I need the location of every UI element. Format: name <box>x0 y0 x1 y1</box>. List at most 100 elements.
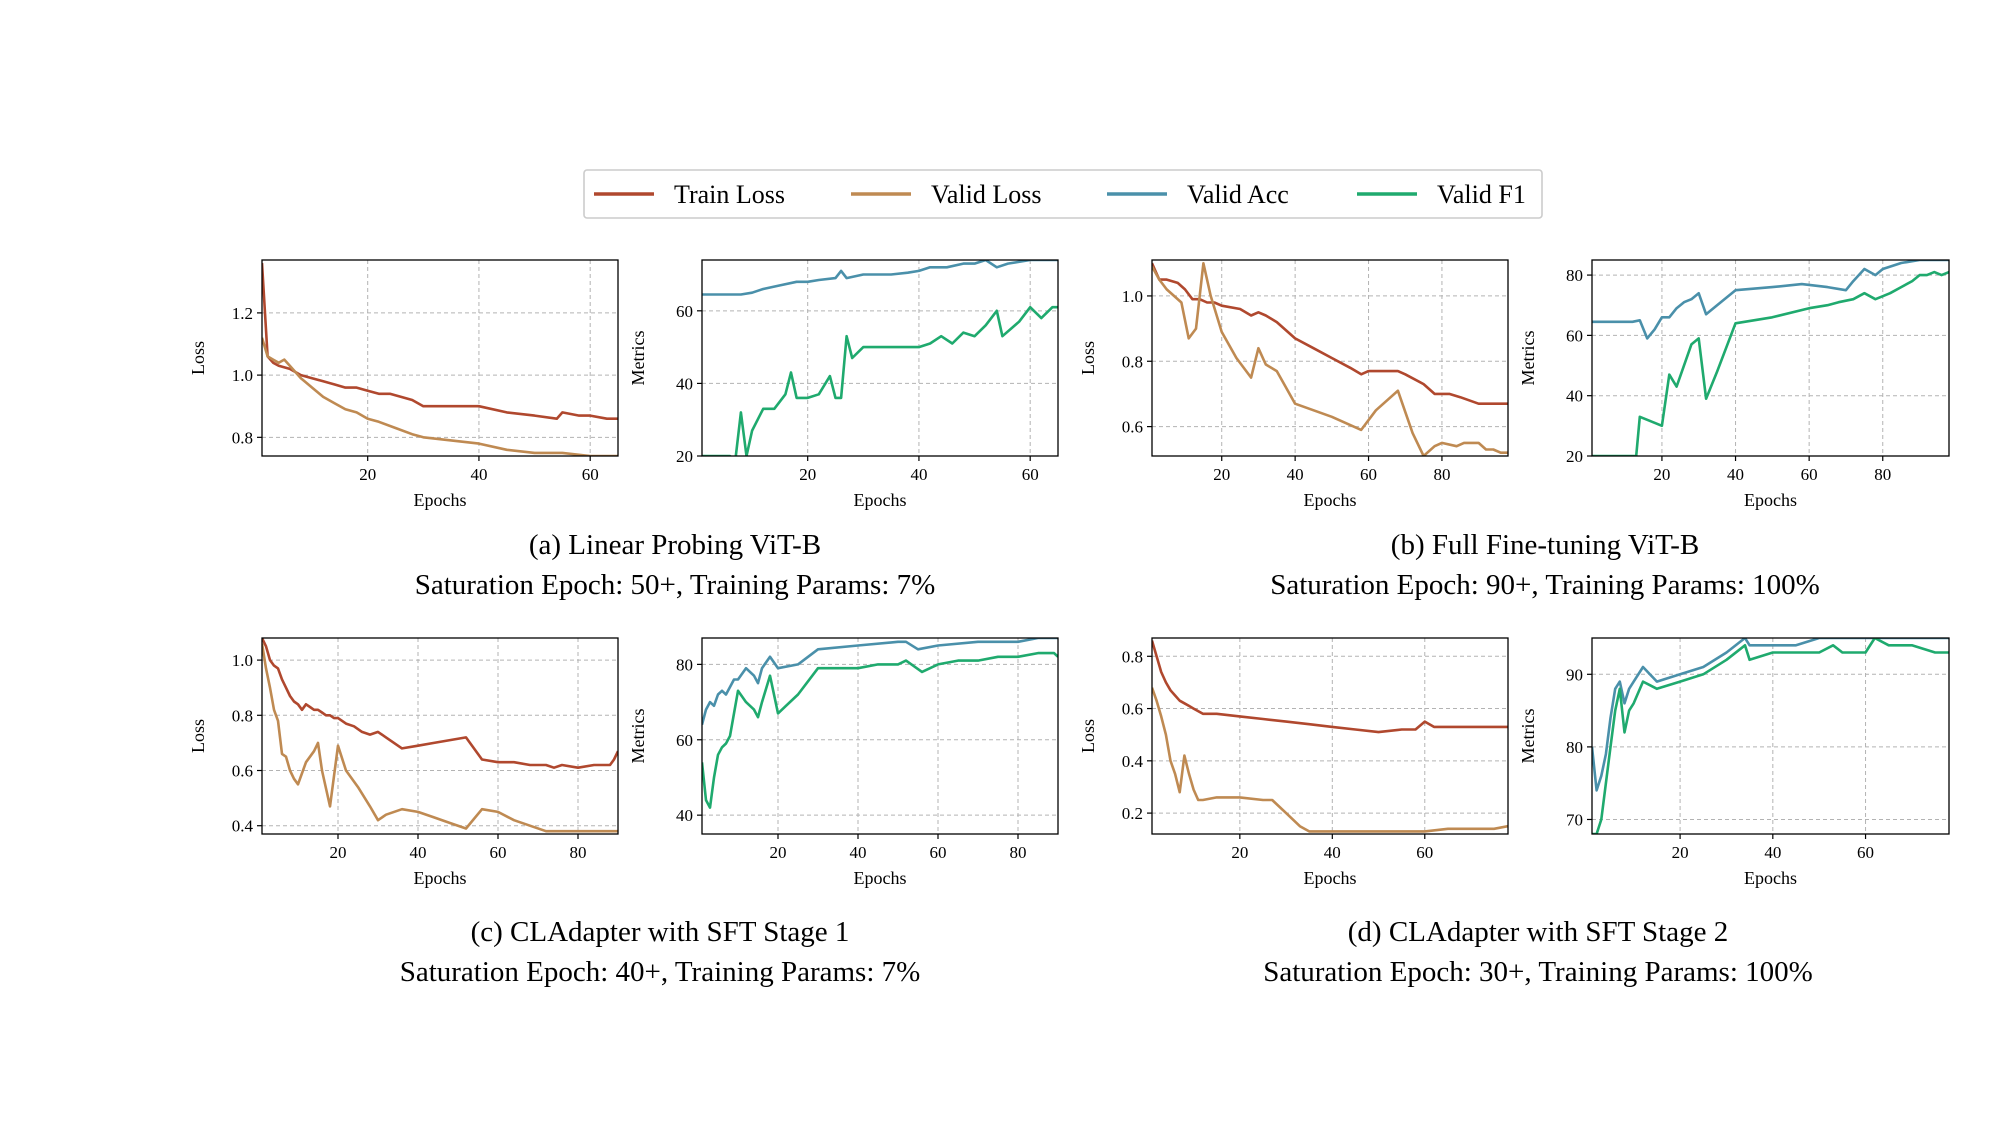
series-line-valid-f1 <box>1592 270 1949 456</box>
series-line-valid-acc <box>702 638 1058 726</box>
subcaption-d: Saturation Epoch: 30+, Training Params: … <box>1263 956 1813 988</box>
y-tick-label-0: 70 <box>1566 810 1583 829</box>
caption-a: (a) Linear Probing ViT-B <box>529 529 821 561</box>
plot-frame <box>1151 259 1509 457</box>
caption-d: (d) CLAdapter with SFT Stage 2 <box>1348 916 1728 948</box>
y-axis-label: Metrics <box>628 331 648 386</box>
legend-label-1: Valid Loss <box>931 180 1042 209</box>
plot-d-7: 20 40 60 70 80 90 Epochs Metrics <box>1518 637 1950 888</box>
x-tick-label-1: 40 <box>1287 465 1304 484</box>
series-line-valid-acc <box>702 260 1058 296</box>
plot-frame <box>261 637 619 835</box>
plot-frame <box>1151 637 1509 835</box>
series-line-train-loss <box>262 263 618 420</box>
series-line-valid-loss <box>262 337 618 456</box>
y-tick-label-2: 60 <box>1566 326 1583 345</box>
subcaption-b: Saturation Epoch: 90+, Training Params: … <box>1270 569 1820 601</box>
series-line-valid-loss <box>262 643 618 833</box>
x-tick-label-1: 40 <box>1764 843 1781 862</box>
y-tick-label-2: 1.2 <box>232 304 253 323</box>
plot-frame <box>1591 637 1950 835</box>
y-tick-label-0: 0.4 <box>232 817 254 836</box>
legend-label-3: Valid F1 <box>1437 180 1526 209</box>
x-tick-label-3: 80 <box>1433 465 1450 484</box>
plot-a-1: 20 40 60 20 40 60 Epochs Metrics <box>628 259 1059 510</box>
x-tick-label-1: 40 <box>410 843 427 862</box>
y-tick-label-0: 0.8 <box>232 428 253 447</box>
y-tick-label-1: 40 <box>676 374 693 393</box>
plot-b-3: 20 40 60 80 20 40 60 80 Epochs Metrics <box>1518 259 1950 510</box>
y-axis-label: Metrics <box>628 709 648 764</box>
x-tick-label-1: 40 <box>910 465 927 484</box>
plot-a-0: 20 40 60 0.8 1.0 1.2 Epochs Loss <box>188 259 619 510</box>
plot-d-6: 20 40 60 0.2 0.4 0.6 0.8 Epochs Loss <box>1078 637 1509 888</box>
x-tick-label-0: 20 <box>1231 843 1248 862</box>
series-line-train-loss <box>262 638 618 769</box>
x-tick-label-2: 60 <box>1857 843 1874 862</box>
x-tick-label-1: 40 <box>1324 843 1341 862</box>
y-tick-label-2: 60 <box>676 302 693 321</box>
y-tick-label-0: 20 <box>676 447 693 466</box>
series-line-train-loss <box>1152 640 1508 734</box>
plot-frame <box>261 259 619 457</box>
series-line-valid-f1 <box>1592 638 1949 834</box>
y-tick-label-0: 20 <box>1566 447 1583 466</box>
x-tick-label-2: 60 <box>930 843 947 862</box>
plot-c-4: 20 40 60 80 0.4 0.6 0.8 1.0 Epochs Loss <box>188 637 619 888</box>
x-tick-label-2: 60 <box>1416 843 1433 862</box>
x-tick-label-3: 80 <box>570 843 587 862</box>
x-tick-label-2: 60 <box>1360 465 1377 484</box>
legend-frame <box>583 169 1543 219</box>
y-tick-label-3: 0.8 <box>1122 647 1143 666</box>
plot-c-5: 20 40 60 80 40 60 80 Epochs Metrics <box>628 637 1059 888</box>
y-tick-label-1: 60 <box>676 731 693 750</box>
x-tick-label-2: 60 <box>490 843 507 862</box>
y-tick-label-3: 80 <box>1566 266 1583 285</box>
series-line-valid-loss <box>1152 687 1508 833</box>
subcaption-c: Saturation Epoch: 40+, Training Params: … <box>400 956 921 988</box>
plot-b-2: 20 40 60 80 0.6 0.8 1.0 Epochs Loss <box>1078 259 1509 510</box>
y-axis-label: Metrics <box>1518 709 1538 764</box>
x-tick-label-0: 20 <box>799 465 816 484</box>
x-tick-label-2: 60 <box>582 465 599 484</box>
caption-b: (b) Full Fine-tuning ViT-B <box>1391 529 1699 561</box>
series-line-valid-loss <box>1152 262 1508 456</box>
y-axis-label: Metrics <box>1518 331 1538 386</box>
y-tick-label-1: 0.8 <box>1122 352 1143 371</box>
x-tick-label-2: 60 <box>1801 465 1818 484</box>
y-tick-label-1: 0.6 <box>232 762 253 781</box>
x-tick-label-0: 20 <box>770 843 787 862</box>
x-tick-label-0: 20 <box>359 465 376 484</box>
series-line-train-loss <box>1152 262 1508 405</box>
x-tick-label-1: 40 <box>470 465 487 484</box>
y-tick-label-0: 40 <box>676 806 693 825</box>
y-tick-label-2: 80 <box>676 655 693 674</box>
y-tick-label-1: 1.0 <box>232 366 253 385</box>
subcaption-a: Saturation Epoch: 50+, Training Params: … <box>415 569 936 601</box>
series-line-valid-f1 <box>702 305 1058 456</box>
y-tick-label-3: 1.0 <box>232 651 253 670</box>
y-axis-label: Loss <box>1078 341 1098 375</box>
y-axis-label: Loss <box>188 341 208 375</box>
series-line-valid-acc <box>1592 638 1949 792</box>
x-tick-label-1: 40 <box>1727 465 1744 484</box>
y-tick-label-1: 40 <box>1566 387 1583 406</box>
x-axis-label: Epochs <box>854 868 907 888</box>
y-axis-label: Loss <box>1078 719 1098 753</box>
x-axis-label: Epochs <box>1744 490 1797 510</box>
x-axis-label: Epochs <box>414 868 467 888</box>
legend-label-0: Train Loss <box>674 180 785 209</box>
y-tick-label-0: 0.6 <box>1122 418 1143 437</box>
y-tick-label-2: 0.8 <box>232 706 253 725</box>
x-axis-label: Epochs <box>1304 490 1357 510</box>
plot-frame <box>701 637 1059 835</box>
plot-frame <box>1591 259 1950 457</box>
x-tick-label-0: 20 <box>330 843 347 862</box>
y-tick-label-0: 0.2 <box>1122 804 1143 823</box>
legend: Train Loss Valid Loss Valid Acc Valid F1 <box>583 169 1543 219</box>
x-tick-label-0: 20 <box>1672 843 1689 862</box>
series-line-valid-f1 <box>702 651 1058 809</box>
x-axis-label: Epochs <box>1304 868 1357 888</box>
